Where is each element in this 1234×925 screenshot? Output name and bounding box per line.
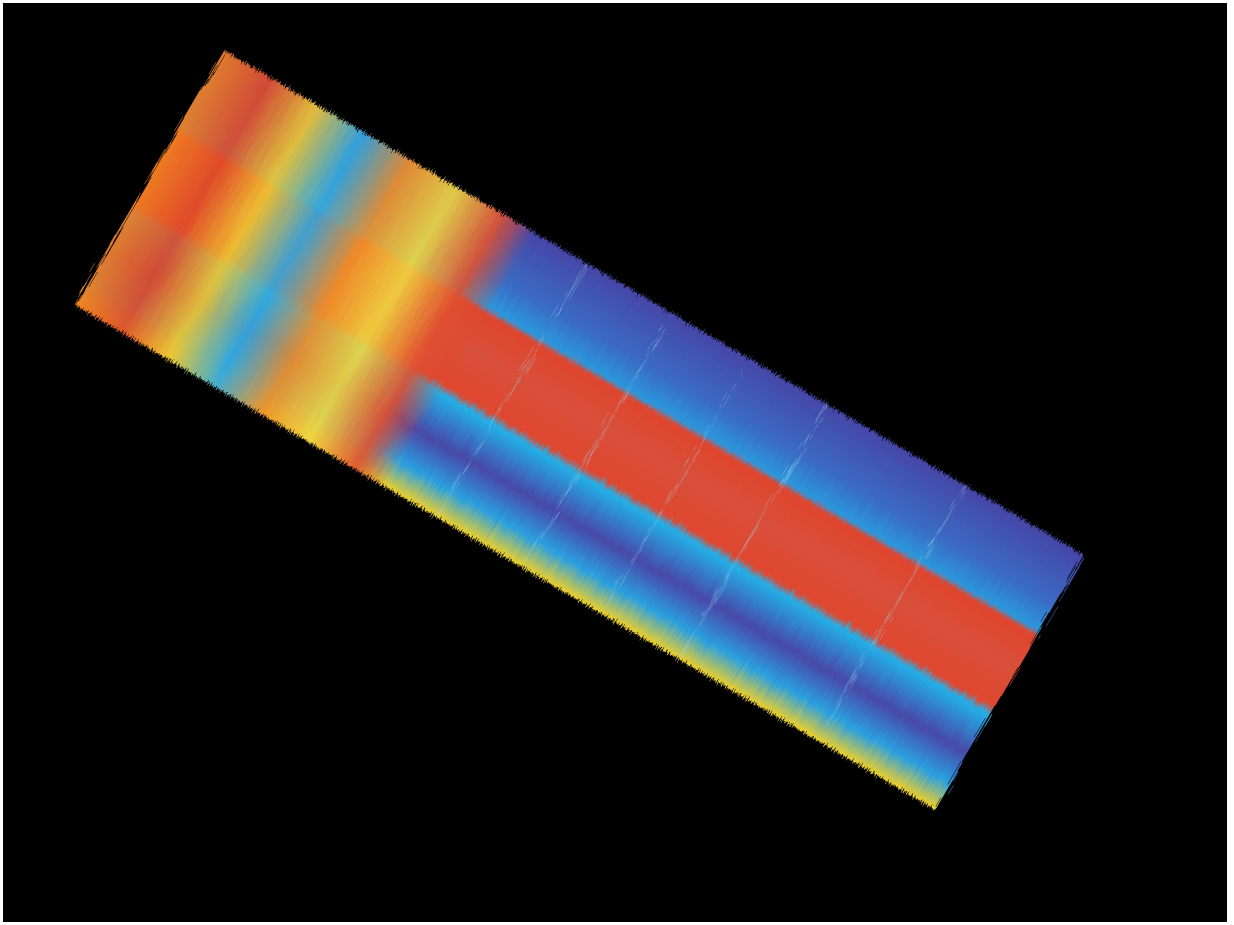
page-body	[0, 0, 1234, 925]
image	[0, 0, 1234, 925]
page: {} html, body { margin: 0; padding: 0; b…	[0, 0, 1234, 925]
